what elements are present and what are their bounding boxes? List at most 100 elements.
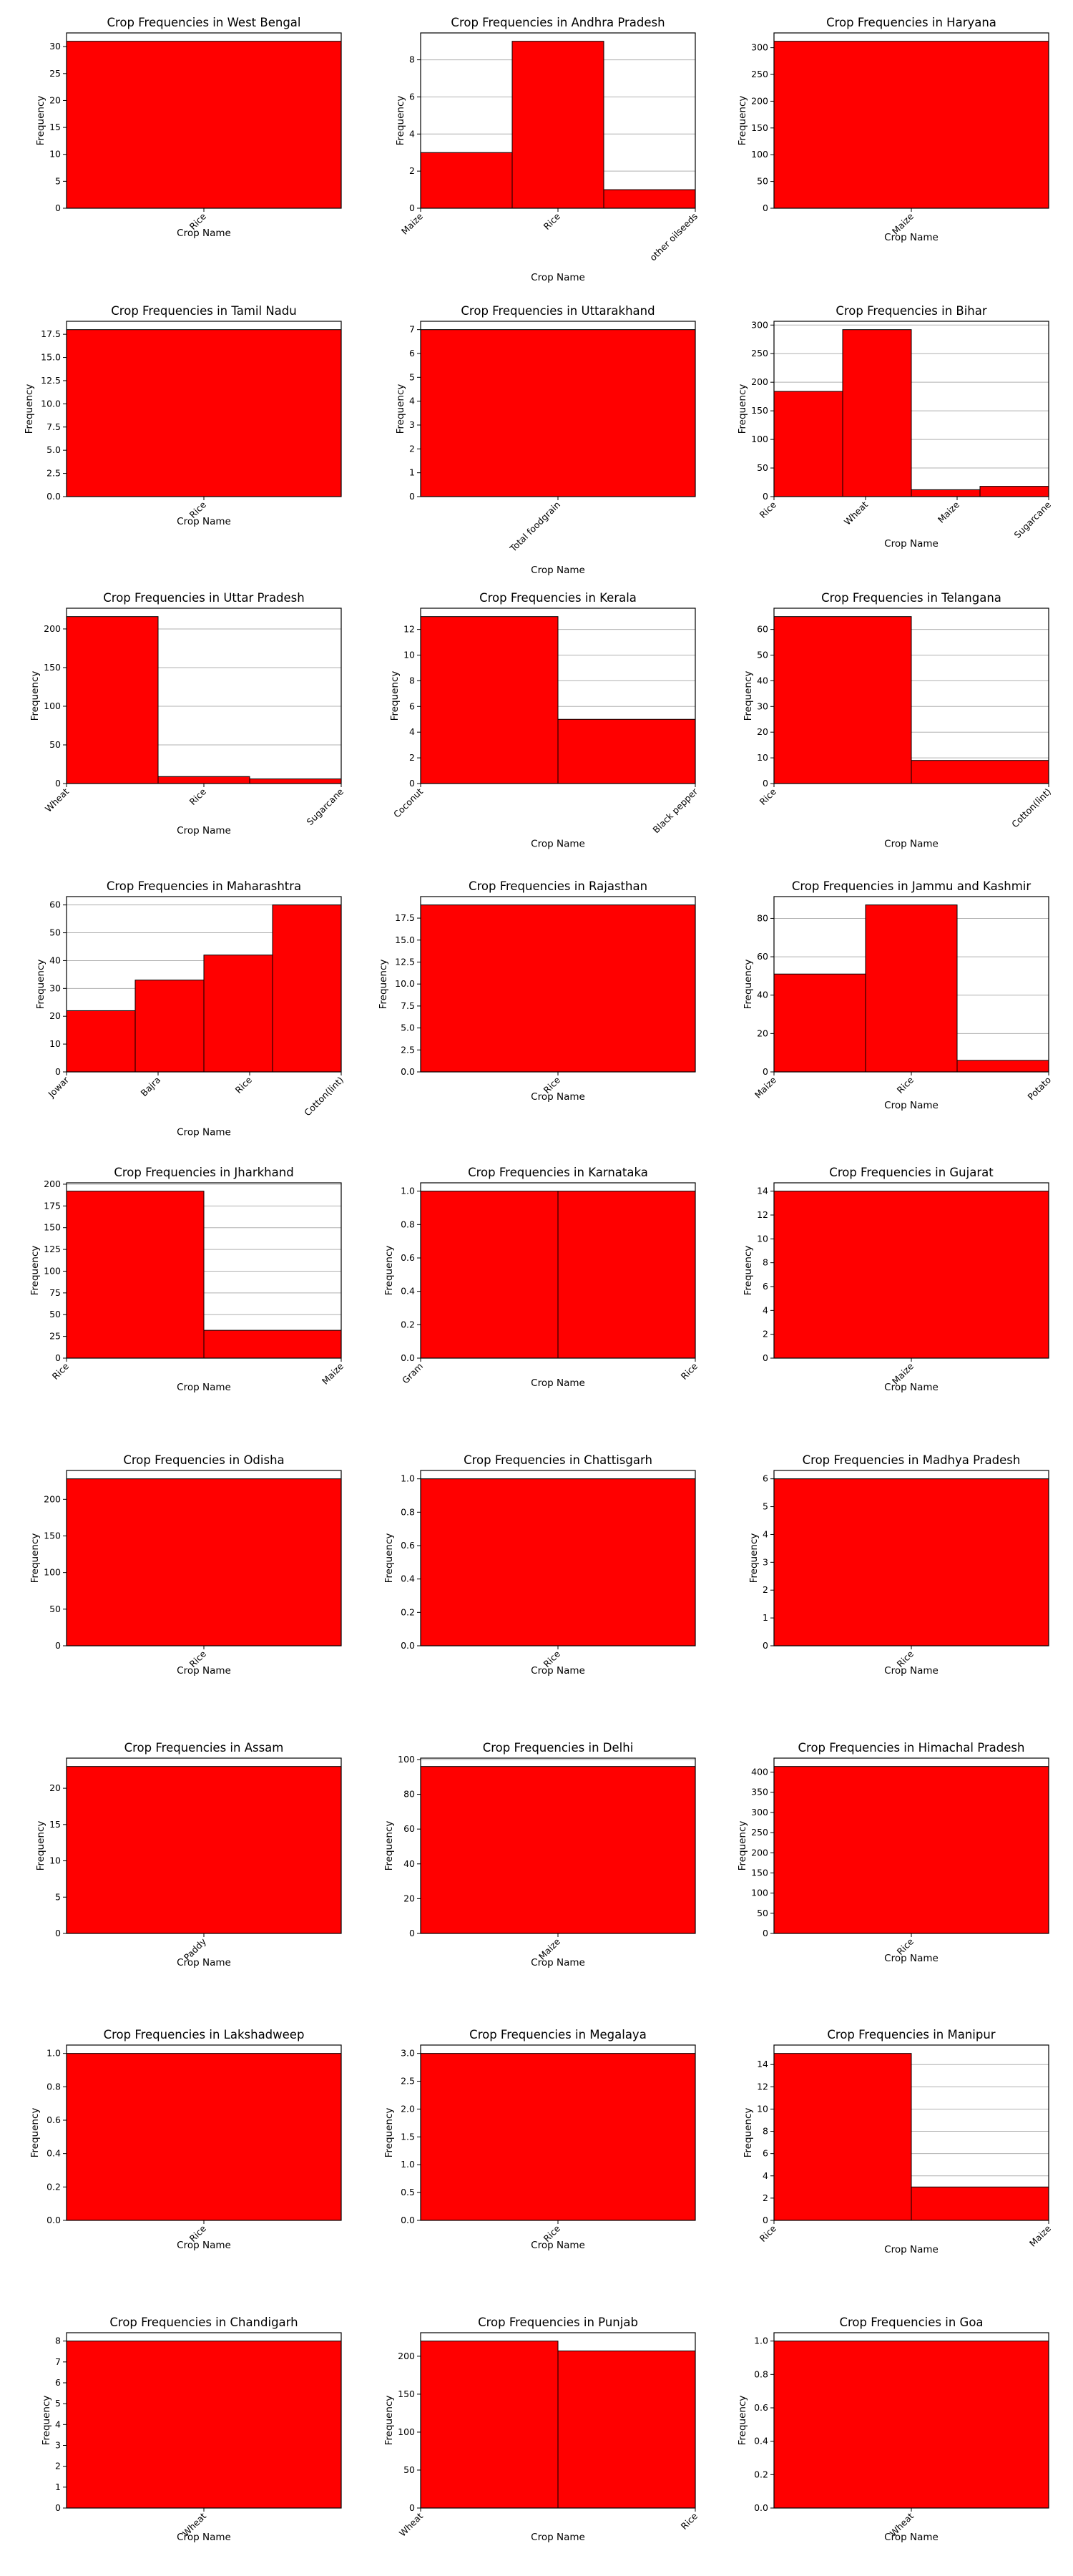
y-tick-label: 7 [409, 324, 415, 335]
bar [66, 1478, 342, 1646]
y-tick-label: 50 [757, 1908, 768, 1918]
y-tick-label: 0.0 [401, 1352, 415, 1363]
y-tick-label: 0 [55, 1640, 61, 1651]
x-axis-label: Crop Name [531, 1377, 585, 1389]
y-tick-label: 7.5 [46, 421, 61, 432]
bar [66, 2341, 342, 2509]
y-tick-label: 4 [409, 726, 415, 737]
x-tick-label: Rice [679, 2510, 700, 2532]
bar [911, 489, 981, 497]
subplot: 0 50 100 150 200 250 300 Rice Wheat Maize Sugarcan… [737, 304, 1053, 550]
y-tick-label: 15.0 [395, 935, 415, 945]
y-tick-label: 6 [409, 91, 415, 102]
y-tick-label: 2 [55, 2461, 61, 2472]
y-tick-label: 0 [763, 491, 768, 502]
y-tick-label: 10 [757, 2103, 768, 2114]
y-tick-label: 1 [763, 1612, 768, 1623]
y-tick-label: 6 [763, 1473, 768, 1484]
y-tick-label: 6 [763, 1281, 768, 1292]
y-tick-label: 0 [763, 1640, 768, 1651]
subplot-title: Crop Frequencies in Uttar Pradesh [103, 591, 304, 605]
bar [66, 1766, 342, 1934]
bar [842, 329, 912, 497]
x-tick-label: Sugarcane [305, 786, 346, 827]
subplot: 0 20 40 60 80 Maize Rice Potato Crop Name Frequen… [743, 879, 1053, 1111]
y-tick-label: 17.5 [395, 912, 415, 923]
subplot-title: Crop Frequencies in Haryana [826, 16, 996, 29]
bar [420, 1478, 696, 1646]
bar [66, 329, 342, 497]
y-axis-label: Frequency [737, 96, 748, 146]
y-axis-label: Frequency [29, 1246, 41, 1296]
y-tick-label: 0.2 [46, 2181, 61, 2192]
y-tick-label: 0 [55, 1352, 61, 1363]
y-tick-label: 0 [409, 203, 415, 213]
bar [865, 904, 958, 1073]
subplot: 0 2 4 6 8 Maize Rice other oilseeds Crop Name Fre… [395, 16, 700, 283]
y-axis-label: Frequency [29, 1533, 41, 1584]
y-tick-label: 2 [409, 443, 415, 454]
y-tick-label: 2 [409, 752, 415, 763]
x-axis-label: Crop Name [531, 838, 585, 849]
y-tick-label: 25 [49, 1331, 61, 1342]
bar [203, 955, 273, 1073]
y-axis-label: Frequency [383, 1246, 395, 1296]
y-tick-label: 17.5 [41, 328, 61, 339]
y-axis-label: Frequency [743, 2108, 754, 2158]
bar [66, 616, 159, 784]
y-tick-label: 20 [49, 1782, 61, 1793]
y-tick-label: 0.8 [401, 1506, 415, 1517]
y-tick-label: 20 [757, 1028, 768, 1038]
bar [420, 2341, 559, 2509]
y-tick-label: 8 [763, 1257, 768, 1268]
bar [773, 2341, 1049, 2509]
x-axis-label: Crop Name [531, 272, 585, 283]
x-axis-label: Crop Name [884, 1665, 939, 1677]
y-tick-label: 250 [751, 348, 768, 358]
x-tick-label: Coconut [391, 786, 425, 819]
x-axis-label: Crop Name [884, 232, 939, 243]
x-axis-label: Crop Name [884, 838, 939, 849]
bar [773, 1478, 1049, 1646]
y-tick-label: 40 [49, 955, 61, 965]
y-tick-label: 2.5 [401, 1044, 415, 1055]
y-tick-label: 1.0 [401, 1473, 415, 1484]
subplot-title: Crop Frequencies in Assam [124, 1741, 284, 1755]
y-tick-label: 125 [44, 1244, 61, 1254]
x-axis-label: Crop Name [177, 516, 231, 527]
bar [420, 1766, 696, 1934]
y-tick-label: 300 [751, 1807, 768, 1818]
y-tick-label: 5 [55, 1891, 61, 1902]
y-tick-label: 400 [751, 1767, 768, 1777]
y-tick-label: 150 [44, 1530, 61, 1541]
y-tick-label: 10 [49, 1855, 61, 1866]
x-tick-label: Rice [758, 499, 779, 520]
x-axis-label: Crop Name [884, 2532, 939, 2543]
x-axis-label: Crop Name [531, 2532, 585, 2543]
x-tick-label: Rice [758, 2223, 779, 2244]
y-tick-label: 7.5 [401, 1000, 415, 1011]
y-tick-label: 1.0 [401, 1186, 415, 1196]
y-tick-label: 5 [55, 175, 61, 186]
y-axis-label: Frequency [737, 2396, 748, 2446]
bar [557, 1191, 696, 1359]
x-axis-label: Crop Name [884, 1100, 939, 1111]
bar [249, 779, 342, 784]
y-tick-label: 0.0 [754, 2502, 768, 2513]
y-tick-label: 2 [409, 165, 415, 176]
x-axis-label: Crop Name [177, 1665, 231, 1677]
x-tick-label: Maize [936, 499, 961, 525]
subplot-title: Crop Frequencies in Bihar [836, 304, 987, 318]
subplot-title: Crop Frequencies in Andhra Pradesh [451, 16, 665, 29]
y-tick-label: 10 [757, 752, 768, 763]
y-tick-label: 30 [757, 701, 768, 711]
x-axis-label: Crop Name [531, 1091, 585, 1103]
y-tick-label: 0 [763, 1066, 768, 1077]
y-tick-label: 1 [55, 2482, 61, 2492]
subplot-title: Crop Frequencies in Lakshadweep [104, 2028, 305, 2041]
subplot-title: Crop Frequencies in Manipur [827, 2028, 995, 2041]
